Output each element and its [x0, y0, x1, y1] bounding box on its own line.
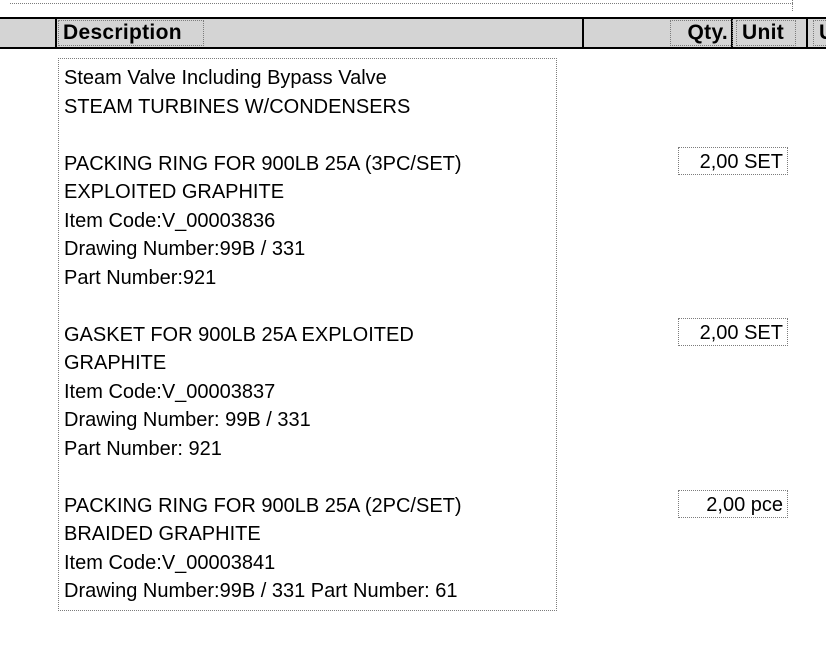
description-line: Item Code:V_00003836: [64, 209, 276, 232]
description-line: Item Code:V_00003837: [64, 380, 276, 403]
truncated-column-header-field[interactable]: U: [813, 20, 826, 46]
truncated-field-border-corner: [792, 0, 793, 11]
column-divider-stub: [55, 19, 57, 47]
column-divider-unit: [806, 19, 808, 47]
description-line: [64, 463, 556, 492]
description-line: PACKING RING FOR 900LB 25A (2PC/SET): [64, 494, 462, 517]
unit-column-label: Unit: [742, 21, 785, 44]
unit-column-header-field[interactable]: Unit: [736, 20, 796, 46]
column-divider-description: [582, 19, 584, 47]
table-header-row: Description Qty. Unit U: [0, 17, 826, 49]
description-line: Drawing Number:99B / 331: [64, 238, 306, 260]
description-column-label: Description: [63, 21, 182, 44]
description-line: EXPLOITED GRAPHITE: [64, 181, 285, 203]
description-line: Drawing Number:99B / 331 Part Number: 61: [64, 580, 458, 602]
truncated-column-label: U: [819, 21, 826, 44]
description-line: Drawing Number: 99B / 331: [64, 409, 311, 431]
description-line: GRAPHITE: [64, 352, 167, 374]
description-line: Steam Valve Including Bypass Valve: [64, 67, 387, 89]
truncated-field-border-top: [10, 3, 793, 4]
description-line: Item Code:V_00003841: [64, 551, 276, 574]
description-column-header-field[interactable]: Description: [58, 20, 204, 46]
description-field[interactable]: Steam Valve Including Bypass Valve STEAM…: [58, 58, 557, 611]
qty-column-header-field[interactable]: Qty.: [670, 20, 733, 46]
description-line: [64, 292, 556, 321]
description-line: STEAM TURBINES W/CONDENSERS: [64, 95, 411, 118]
qty-unit-field[interactable]: 2,00 SET: [678, 147, 788, 175]
description-line: Part Number:921: [64, 266, 217, 289]
description-line: BRAIDED GRAPHITE: [64, 523, 261, 545]
qty-unit-field[interactable]: 2,00 SET: [678, 318, 788, 346]
description-line: PACKING RING FOR 900LB 25A (3PC/SET): [64, 152, 462, 175]
description-line: Part Number: 921: [64, 437, 222, 460]
qty-unit-field[interactable]: 2,00 pce: [678, 490, 788, 518]
qty-column-label: Qty.: [687, 21, 728, 44]
description-line: [64, 121, 556, 150]
description-line: GASKET FOR 900LB 25A EXPLOITED: [64, 323, 414, 346]
